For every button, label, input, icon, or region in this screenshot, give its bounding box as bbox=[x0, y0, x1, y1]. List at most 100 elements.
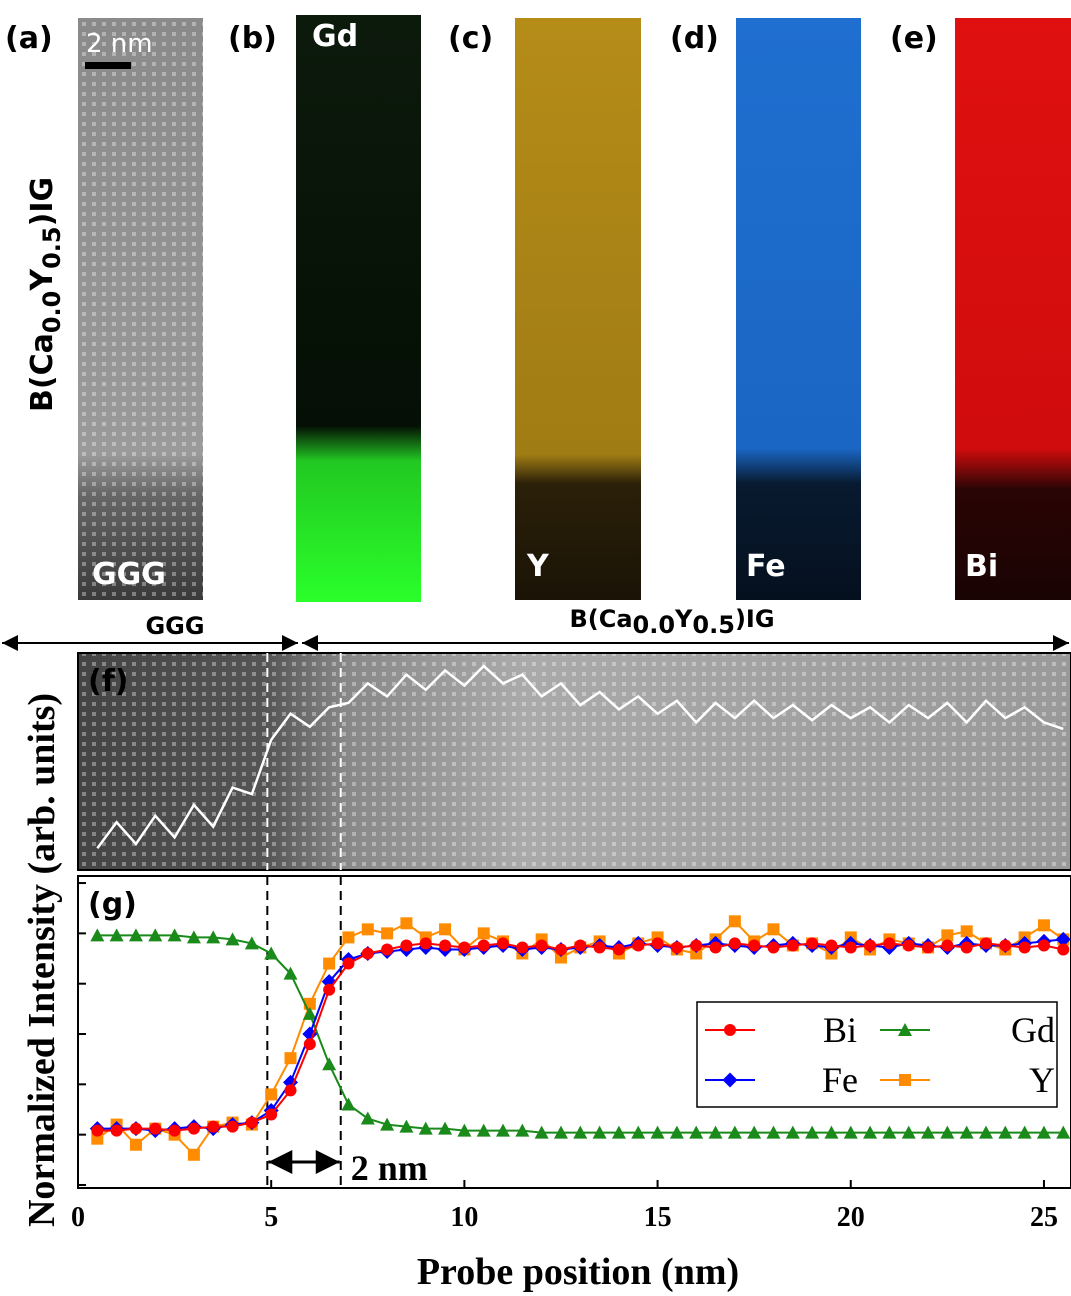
data-point bbox=[322, 1057, 337, 1071]
data-point bbox=[941, 929, 954, 942]
data-point bbox=[399, 1119, 414, 1133]
data-point bbox=[128, 928, 143, 942]
data-point bbox=[265, 1108, 278, 1121]
data-point bbox=[400, 917, 413, 930]
data-point bbox=[767, 941, 780, 954]
data-point bbox=[611, 1125, 626, 1139]
data-point bbox=[978, 1125, 993, 1139]
data-point bbox=[998, 1125, 1013, 1139]
data-point bbox=[91, 1124, 104, 1137]
scale-bar-label: 2 nm bbox=[86, 29, 153, 59]
data-point bbox=[631, 1125, 646, 1139]
panel-label: (b) bbox=[228, 21, 277, 56]
data-point bbox=[650, 1125, 665, 1139]
data-point bbox=[979, 937, 992, 950]
legend-marker bbox=[724, 1024, 736, 1036]
data-point bbox=[747, 1125, 762, 1139]
data-point bbox=[689, 1125, 704, 1139]
image-label: Y bbox=[526, 549, 550, 584]
data-point bbox=[922, 941, 935, 954]
data-point bbox=[302, 1006, 317, 1020]
data-point bbox=[554, 943, 567, 956]
data-point bbox=[477, 939, 490, 952]
scale-bar bbox=[85, 62, 131, 69]
legend-label: Y bbox=[1029, 1060, 1055, 1100]
data-point bbox=[921, 1125, 936, 1139]
data-point bbox=[902, 939, 915, 952]
x-tick-label: 25 bbox=[1030, 1202, 1058, 1233]
formula-part: 0.5 bbox=[692, 611, 735, 639]
data-point bbox=[477, 927, 490, 940]
image-label: Bi bbox=[965, 549, 998, 584]
legend-marker bbox=[722, 1072, 738, 1088]
data-point bbox=[342, 957, 355, 970]
panel-label: (e) bbox=[890, 21, 938, 56]
data-point bbox=[129, 1122, 142, 1135]
data-point bbox=[323, 957, 336, 970]
data-point bbox=[1037, 919, 1050, 932]
formula-part: Y bbox=[25, 268, 60, 292]
legend-label: Fe bbox=[822, 1060, 858, 1100]
data-point bbox=[535, 939, 548, 952]
data-point bbox=[168, 1124, 181, 1137]
x-tick-label: 0 bbox=[71, 1202, 85, 1233]
data-point bbox=[225, 932, 240, 946]
formula-part: 0.5 bbox=[38, 226, 66, 269]
x-axis-label: Probe position (nm) bbox=[417, 1251, 739, 1293]
data-point bbox=[283, 966, 298, 980]
data-point bbox=[959, 1125, 974, 1139]
data-point bbox=[1036, 1125, 1051, 1139]
formula-part: B(Ca bbox=[25, 333, 60, 412]
data-point bbox=[612, 943, 625, 956]
data-point bbox=[767, 923, 780, 936]
data-point bbox=[941, 939, 954, 952]
legend-marker bbox=[898, 1023, 912, 1036]
data-point bbox=[940, 1125, 955, 1139]
data-point bbox=[419, 937, 432, 950]
image-c bbox=[515, 18, 641, 600]
data-point bbox=[323, 983, 336, 996]
legend-marker bbox=[899, 1074, 911, 1086]
image-e bbox=[955, 18, 1071, 600]
panel-g: (g) 0 5 10 15 20 25 2 nm Bi Fe Gd Y bbox=[71, 876, 1071, 1233]
data-point bbox=[786, 939, 799, 952]
data-point bbox=[265, 1088, 278, 1101]
data-point bbox=[670, 941, 683, 954]
formula-part: Y bbox=[674, 605, 693, 633]
frame bbox=[77, 875, 1071, 1189]
data-point bbox=[669, 1125, 684, 1139]
data-point bbox=[380, 1117, 395, 1131]
data-point bbox=[708, 1125, 723, 1139]
data-point bbox=[167, 928, 182, 942]
data-point bbox=[748, 939, 761, 952]
data-point bbox=[516, 941, 529, 954]
data-point bbox=[148, 928, 163, 942]
data-point bbox=[844, 941, 857, 954]
data-point bbox=[341, 1097, 356, 1111]
data-point bbox=[206, 930, 221, 944]
data-point bbox=[381, 927, 394, 940]
panel-label: (a) bbox=[5, 21, 53, 56]
x-tick-label: 5 bbox=[264, 1202, 278, 1233]
annotation: 2 nm bbox=[351, 1148, 428, 1188]
formula-part: )IG bbox=[735, 605, 775, 633]
data-point bbox=[651, 937, 664, 950]
data-point bbox=[245, 1116, 258, 1129]
legend-label: Gd bbox=[1011, 1010, 1055, 1050]
data-point bbox=[496, 1123, 511, 1137]
data-point bbox=[728, 915, 741, 928]
data-point bbox=[110, 1124, 123, 1137]
data-point bbox=[843, 1125, 858, 1139]
panel-label: (f) bbox=[88, 664, 128, 699]
data-point bbox=[1018, 941, 1031, 954]
data-point bbox=[534, 1125, 549, 1139]
data-point bbox=[109, 928, 124, 942]
data-point bbox=[727, 1125, 742, 1139]
image-label: GGG bbox=[92, 557, 166, 592]
data-point bbox=[476, 1123, 491, 1137]
data-point bbox=[439, 923, 452, 936]
data-point bbox=[632, 939, 645, 952]
data-point bbox=[709, 941, 722, 954]
data-point bbox=[458, 941, 471, 954]
